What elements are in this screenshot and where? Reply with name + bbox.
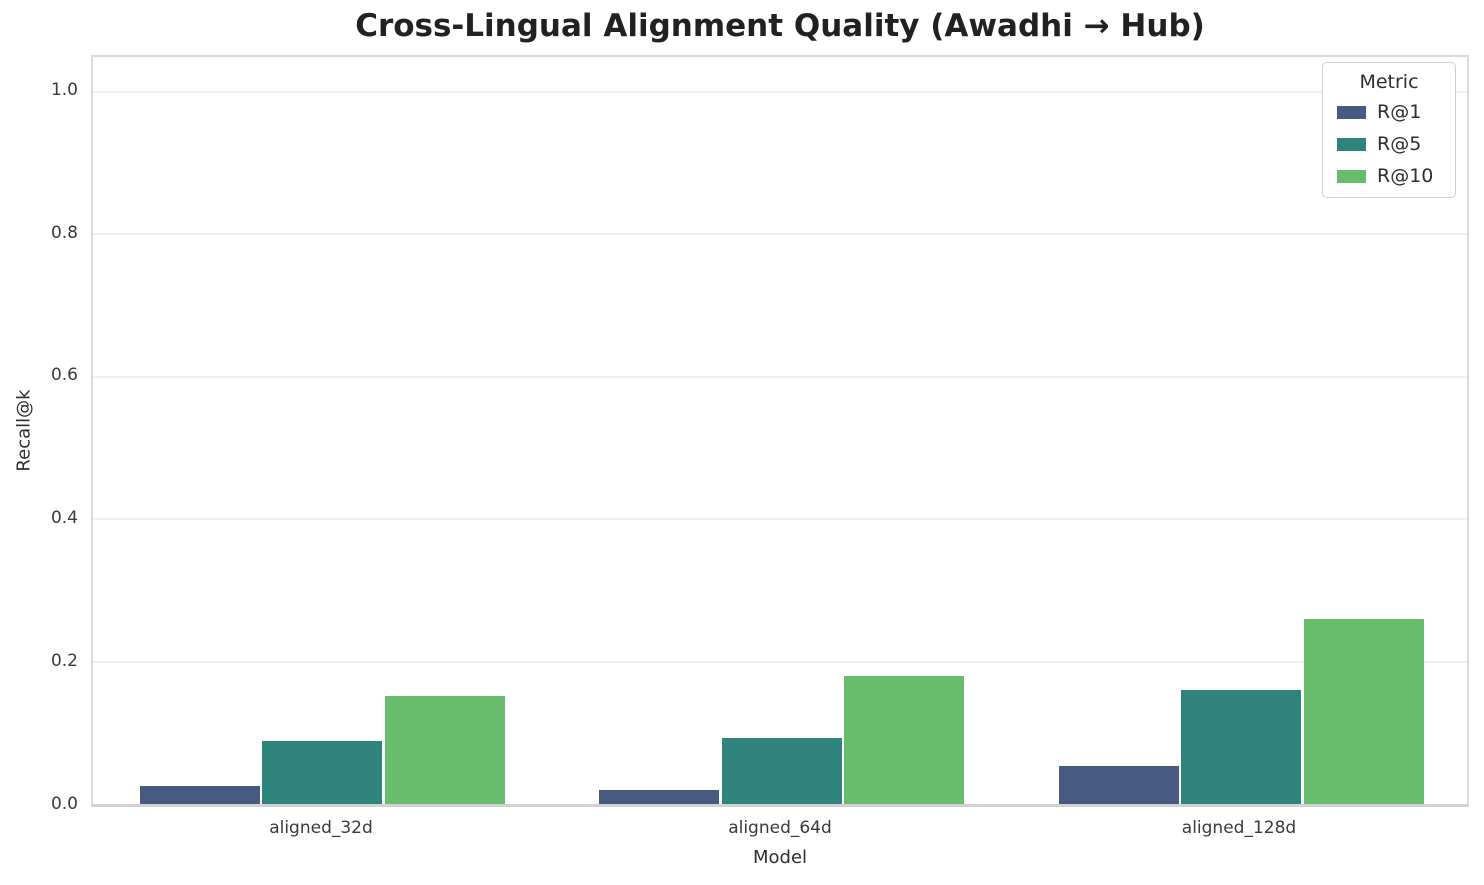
legend-swatch-icon — [1337, 105, 1366, 119]
legend-swatch-icon — [1337, 169, 1366, 183]
legend-label: R@5 — [1377, 133, 1422, 155]
x-tick-label-aligned_128d: aligned_128d — [1181, 818, 1297, 838]
legend-items: R@1 R@5 R@10 — [1335, 101, 1443, 187]
legend-item-R@5: R@5 — [1337, 133, 1443, 155]
y-axis-label: Recall@k — [13, 389, 35, 472]
y-tick-label: 0.6 — [50, 365, 78, 385]
x-tick-label-aligned_64d: aligned_64d — [728, 818, 832, 838]
bar-R@10-aligned_32d — [385, 696, 505, 805]
bar-R@10-aligned_128d — [1304, 619, 1424, 805]
bar-R@10-aligned_64d — [844, 676, 964, 805]
y-tick-label: 1.0 — [50, 80, 78, 100]
plot-area — [91, 55, 1469, 805]
x-axis-line — [91, 804, 1469, 807]
legend: Metric R@1 R@5 R@10 — [1322, 62, 1456, 198]
gridline-y-1 — [93, 90, 1467, 93]
x-axis-label: Model — [752, 847, 808, 868]
legend-item-R@1: R@1 — [1337, 101, 1443, 123]
y-tick-label: 0.8 — [50, 223, 78, 243]
x-tick-label-aligned_32d: aligned_32d — [269, 818, 373, 838]
legend-label: R@1 — [1377, 101, 1422, 123]
bar-R@1-aligned_32d — [140, 786, 260, 805]
legend-swatch-icon — [1337, 137, 1366, 151]
legend-title: Metric — [1359, 71, 1419, 93]
gridline-y-0.4 — [93, 518, 1467, 521]
bar-R@1-aligned_128d — [1059, 766, 1179, 805]
bar-R@5-aligned_128d — [1181, 690, 1301, 805]
bar-R@5-aligned_32d — [262, 741, 382, 805]
gridline-y-0.2 — [93, 660, 1467, 663]
bar-R@5-aligned_64d — [722, 738, 842, 805]
y-tick-label: 0.2 — [50, 651, 78, 671]
chart-title: Cross-Lingual Alignment Quality (Awadhi … — [355, 8, 1205, 44]
y-tick-label: 0.4 — [50, 508, 78, 528]
bar-R@1-aligned_64d — [599, 790, 719, 805]
y-tick-label: 0.0 — [50, 794, 78, 814]
gridline-y-0.8 — [93, 233, 1467, 236]
legend-label: R@10 — [1377, 165, 1434, 187]
gridline-y-0.6 — [93, 375, 1467, 378]
legend-item-R@10: R@10 — [1337, 165, 1443, 187]
